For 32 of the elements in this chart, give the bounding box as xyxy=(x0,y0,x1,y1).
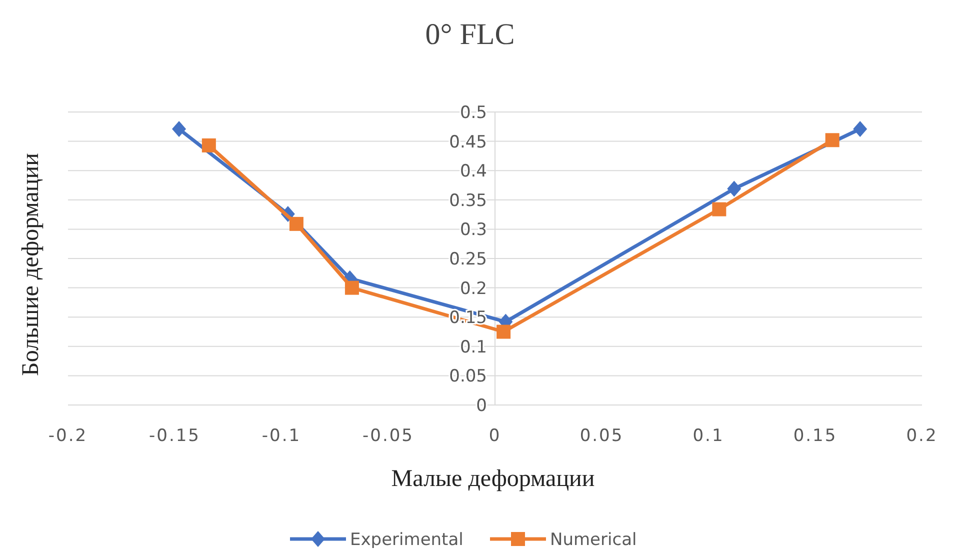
y-tick-label: 0.05 xyxy=(449,366,487,387)
x-tick-label: 0 xyxy=(488,426,502,446)
y-tick-label: 0.35 xyxy=(449,190,487,211)
point xyxy=(496,324,511,339)
y-tick-label: 0.4 xyxy=(460,162,487,182)
y-tick-label: 0.1 xyxy=(460,337,487,358)
x-tick-label: -0.2 xyxy=(48,426,88,446)
x-tick-label: 0.15 xyxy=(793,426,838,446)
y-tick-label: 0.5 xyxy=(460,102,487,123)
point xyxy=(172,120,186,137)
y-tick-label: 0.3 xyxy=(460,220,487,240)
y-tick-label: 0 xyxy=(476,396,487,416)
y-axis-title: Большие деформации xyxy=(18,152,44,376)
x-tick-label: 0.1 xyxy=(692,426,724,446)
x-axis-title: Малые деформации xyxy=(391,466,595,492)
point xyxy=(825,133,840,148)
point xyxy=(202,138,216,152)
x-tick-label: 0.2 xyxy=(906,426,938,446)
y-tick-label: 0.2 xyxy=(460,278,487,299)
y-tick-label: 0.25 xyxy=(449,249,487,270)
point xyxy=(344,280,359,295)
x-tick-label: -0.05 xyxy=(362,426,414,446)
point xyxy=(289,216,304,231)
point xyxy=(853,120,868,137)
point xyxy=(727,180,742,197)
y-tick-label: 0.45 xyxy=(449,132,487,152)
x-tick-label: -0.15 xyxy=(149,426,200,446)
x-tick-label: -0.1 xyxy=(262,426,302,446)
chart-title: 0° FLC xyxy=(425,18,515,51)
legend-label: Numerical xyxy=(550,530,637,550)
x-tick-label: 0.05 xyxy=(580,426,624,446)
point xyxy=(712,202,726,216)
